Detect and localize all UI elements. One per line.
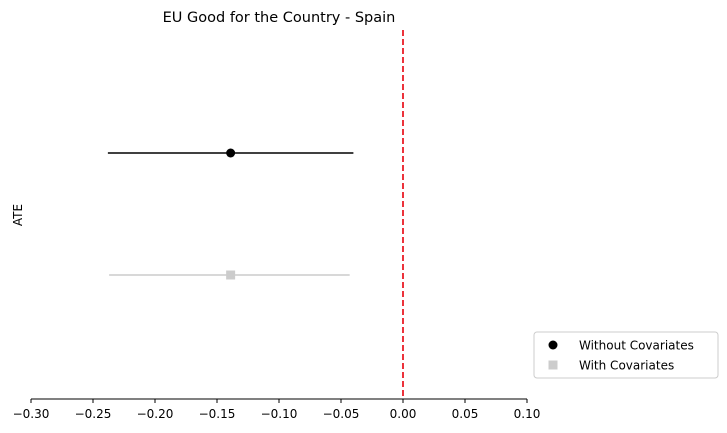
legend-label: Without Covariates [579, 339, 694, 353]
x-tick-label: 0.10 [514, 407, 541, 421]
series-0 [107, 148, 354, 158]
legend-box [533, 331, 719, 379]
x-tick-label: 0.00 [390, 407, 417, 421]
x-tick-label: −0.05 [323, 407, 360, 421]
x-tick-label: −0.20 [137, 407, 174, 421]
y-axis-label: ATE [11, 204, 25, 226]
series-group [107, 148, 354, 280]
legend-label: With Covariates [579, 359, 674, 373]
series-1 [109, 270, 350, 280]
legend-marker-square [548, 360, 558, 370]
x-tick-label: −0.25 [75, 407, 112, 421]
chart-title: EU Good for the Country - Spain [163, 10, 396, 26]
point-estimate-marker [226, 270, 236, 280]
point-estimate-marker [226, 148, 236, 158]
legend-marker-circle [548, 340, 558, 350]
x-axis-ticks: −0.30 −0.25 −0.20 −0.15 −0.10 −0.05 0.00 0.05 0.… [13, 399, 541, 421]
x-tick-label: −0.30 [13, 407, 50, 421]
x-tick-label: −0.10 [261, 407, 298, 421]
legend: Without Covariates With Covariates [533, 331, 719, 379]
x-tick-label: 0.05 [452, 407, 479, 421]
x-tick-label: −0.15 [199, 407, 236, 421]
